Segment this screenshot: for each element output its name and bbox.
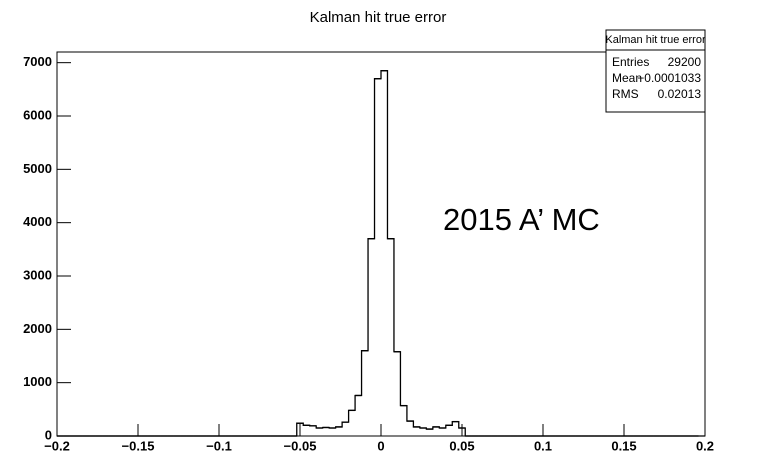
y-tick-label: 5000 <box>23 161 52 176</box>
x-tick-label: 0.2 <box>696 438 714 453</box>
x-tick-label: 0.15 <box>611 438 636 453</box>
histogram-outline <box>57 70 705 437</box>
chart-title: Kalman hit true error <box>310 9 447 26</box>
y-tick-label: 7000 <box>23 54 52 69</box>
stats-title: Kalman hit true error <box>605 34 706 46</box>
stats-label: Mean <box>612 71 642 85</box>
stats-label: Entries <box>612 55 649 69</box>
stats-value: −0.0001033 <box>637 71 701 85</box>
y-tick-label: 4000 <box>23 214 52 229</box>
x-tick-label: 0 <box>377 438 384 453</box>
stats-label: RMS <box>612 87 639 101</box>
stats-value: 29200 <box>668 55 702 69</box>
y-tick-label: 0 <box>45 427 52 442</box>
y-tick-label: 1000 <box>23 374 52 389</box>
x-tick-label: −0.1 <box>206 438 232 453</box>
x-tick-label: −0.05 <box>284 438 317 453</box>
y-tick-label: 6000 <box>23 107 52 122</box>
y-tick-label: 2000 <box>23 321 52 336</box>
stats-box <box>605 29 706 113</box>
stats-value: 0.02013 <box>658 87 702 101</box>
x-tick-label: −0.15 <box>122 438 155 453</box>
x-tick-label: 0.05 <box>449 438 474 453</box>
y-tick-label: 3000 <box>23 267 52 282</box>
x-tick-label: −0.2 <box>44 438 70 453</box>
x-tick-label: 0.1 <box>534 438 552 453</box>
annotation: 2015 A’ MC <box>443 202 600 237</box>
